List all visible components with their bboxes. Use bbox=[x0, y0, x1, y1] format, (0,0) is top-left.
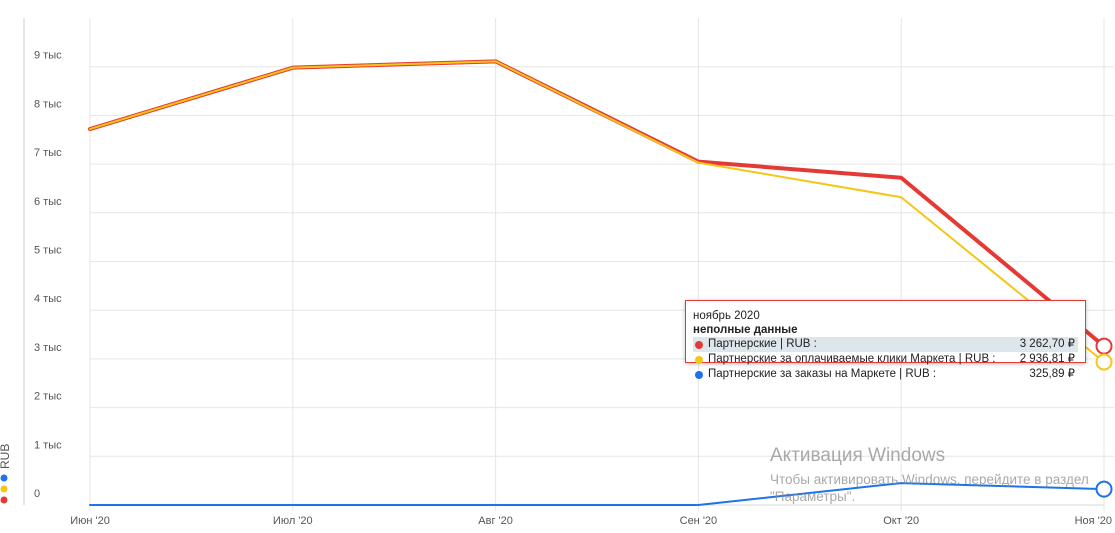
x-tick-label: Ноя '20 bbox=[1075, 515, 1112, 527]
x-tick-label: Сен '20 bbox=[680, 515, 718, 527]
y-tick-label: 0 bbox=[34, 488, 40, 500]
tooltip-row-label: Партнерские за оплачиваемые клики Маркет… bbox=[708, 353, 996, 365]
tooltip-row-label: Партнерские | RUB : bbox=[708, 338, 817, 350]
tooltip-row-partner-clicks: Партнерские за оплачиваемые клики Маркет… bbox=[693, 352, 1078, 367]
windows-activation-watermark: Активация Windows Чтобы активировать Win… bbox=[770, 445, 1110, 505]
hover-marker-2 bbox=[1095, 353, 1113, 371]
y-tick-label: 4 тыс bbox=[34, 293, 62, 305]
x-tick-label: Июл '20 bbox=[273, 515, 313, 527]
hover-marker-3 bbox=[1095, 480, 1113, 498]
hover-marker-1 bbox=[1095, 337, 1113, 355]
chart-tooltip: ноябрь 2020 неполные данные Партнерские … bbox=[685, 300, 1086, 380]
watermark-title: Активация Windows bbox=[770, 445, 946, 466]
x-axis-ticks: Июн '20 Июл '20 Авг '20 Сен '20 Окт '20 Ноя '… bbox=[70, 515, 1112, 527]
y-tick-label: 1 тыс bbox=[34, 439, 62, 451]
series-lines bbox=[88, 59, 1106, 506]
grid bbox=[89, 18, 1114, 511]
x-tick-label: Авг '20 bbox=[478, 515, 513, 527]
y-tick-label: 2 тыс bbox=[34, 391, 62, 403]
y-axis-label: RUB bbox=[0, 444, 12, 469]
y-axis-label-group: RUB bbox=[0, 444, 12, 469]
y-tick-label: 7 тыс bbox=[34, 147, 62, 159]
tooltip-dot-blue bbox=[695, 370, 703, 379]
y-axis-ticks: 0 1 тыс 2 тыс 3 тыс 4 тыс 5 тыс 6 тыс 7 тыс 8 ты… bbox=[34, 50, 62, 500]
series-dot bbox=[0, 474, 8, 482]
hover-markers bbox=[1095, 337, 1113, 498]
series-dot bbox=[0, 496, 8, 504]
watermark-text: Чтобы активировать Windows, перейдите в … bbox=[770, 472, 1089, 504]
tooltip-row-value: 3 262,70 ₽ bbox=[1019, 338, 1075, 350]
tooltip-row-partner: Партнерские | RUB : 3 262,70 ₽ bbox=[693, 337, 1078, 352]
tooltip-row-value: 325,89 ₽ bbox=[1029, 368, 1075, 380]
series-line-3 bbox=[89, 482, 1105, 506]
tooltip-title: ноябрь 2020 bbox=[693, 310, 760, 322]
y-tick-label: 5 тыс bbox=[34, 245, 62, 257]
y-tick-label: 8 тыс bbox=[34, 98, 62, 110]
y-axis-series-dots bbox=[0, 474, 8, 504]
tooltip-dot-yellow bbox=[695, 355, 703, 364]
tooltip-subtitle: неполные данные bbox=[693, 324, 798, 336]
tooltip-row-label: Партнерские за заказы на Маркете | RUB : bbox=[708, 368, 937, 380]
tooltip-row-value: 2 936,81 ₽ bbox=[1019, 353, 1075, 365]
x-tick-label: Июн '20 bbox=[70, 515, 110, 527]
tooltip-row-partner-orders: Партнерские за заказы на Маркете | RUB :… bbox=[693, 367, 1078, 382]
x-tick-label: Окт '20 bbox=[883, 515, 919, 527]
y-tick-label: 3 тыс bbox=[34, 342, 62, 354]
series-line-2 bbox=[89, 60, 1105, 363]
y-tick-label: 6 тыс bbox=[34, 196, 62, 208]
series-dot bbox=[0, 485, 8, 493]
tooltip-dot-red bbox=[695, 340, 703, 349]
y-tick-label: 9 тыс bbox=[34, 50, 62, 62]
